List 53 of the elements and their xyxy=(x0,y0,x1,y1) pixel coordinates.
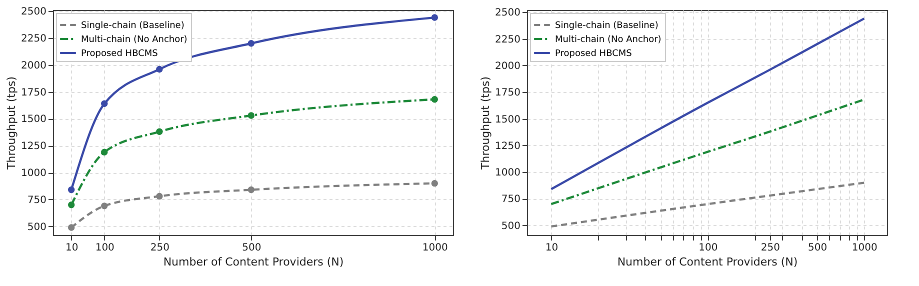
x-axis-title: Number of Content Providers (N) xyxy=(163,256,344,268)
y-tick-label: 2250 xyxy=(495,34,520,46)
x-tick-label: 100 xyxy=(95,242,114,254)
point xyxy=(68,202,75,208)
point xyxy=(156,192,163,200)
y-tick-label: 1000 xyxy=(21,168,46,180)
point xyxy=(156,128,163,135)
x-tick-label: 250 xyxy=(150,242,170,254)
legend-label: Multi-chain (No Anchor) xyxy=(555,35,662,45)
point xyxy=(156,66,163,73)
x-tick-label: 500 xyxy=(808,242,828,254)
point xyxy=(248,186,255,194)
x-tick-label: 500 xyxy=(242,242,262,254)
legend-label: Single-chain (Baseline) xyxy=(555,21,658,31)
point xyxy=(431,180,438,187)
x-tick-label: 10 xyxy=(65,242,78,254)
legend-label: Proposed HBCMS xyxy=(81,49,158,59)
y-axis-title: Throughput (tps) xyxy=(5,76,18,171)
point xyxy=(101,202,108,210)
x-tick-label: 1000 xyxy=(852,242,878,254)
y-tick-label: 2000 xyxy=(21,60,46,72)
y-tick-label: 750 xyxy=(501,194,520,206)
x-tick-label: 10 xyxy=(545,242,558,254)
legend-label: Multi-chain (No Anchor) xyxy=(81,35,188,45)
y-tick-label: 500 xyxy=(27,222,46,233)
point xyxy=(68,186,75,194)
point xyxy=(68,224,75,231)
y-tick-label: 2250 xyxy=(21,33,46,44)
y-tick-label: 1750 xyxy=(21,87,46,98)
x-tick-label: 250 xyxy=(760,242,780,254)
point xyxy=(248,112,255,119)
y-tick-label: 1000 xyxy=(495,168,520,179)
point xyxy=(101,100,108,108)
legend-label: Single-chain (Baseline) xyxy=(81,21,184,31)
point xyxy=(431,14,438,21)
y-axis-title: Throughput (tps) xyxy=(479,76,492,171)
y-tick-label: 1500 xyxy=(495,114,520,126)
x-tick-label: 100 xyxy=(698,242,718,254)
y-tick-label: 2500 xyxy=(495,8,520,19)
point xyxy=(431,96,438,103)
y-tick-label: 2000 xyxy=(495,60,520,72)
y-tick-label: 1250 xyxy=(495,140,520,152)
x-axis-title: Number of Content Providers (N) xyxy=(617,256,798,268)
y-tick-label: 1750 xyxy=(495,88,520,99)
y-tick-label: 1250 xyxy=(21,141,46,152)
x-tick-label: 1000 xyxy=(422,242,448,254)
point xyxy=(248,40,255,47)
point xyxy=(101,148,108,156)
y-tick-label: 2500 xyxy=(21,6,46,18)
y-tick-label: 500 xyxy=(501,220,520,232)
y-tick-label: 750 xyxy=(27,194,46,206)
y-tick-label: 1500 xyxy=(21,114,46,126)
legend-label: Proposed HBCMS xyxy=(555,49,632,59)
